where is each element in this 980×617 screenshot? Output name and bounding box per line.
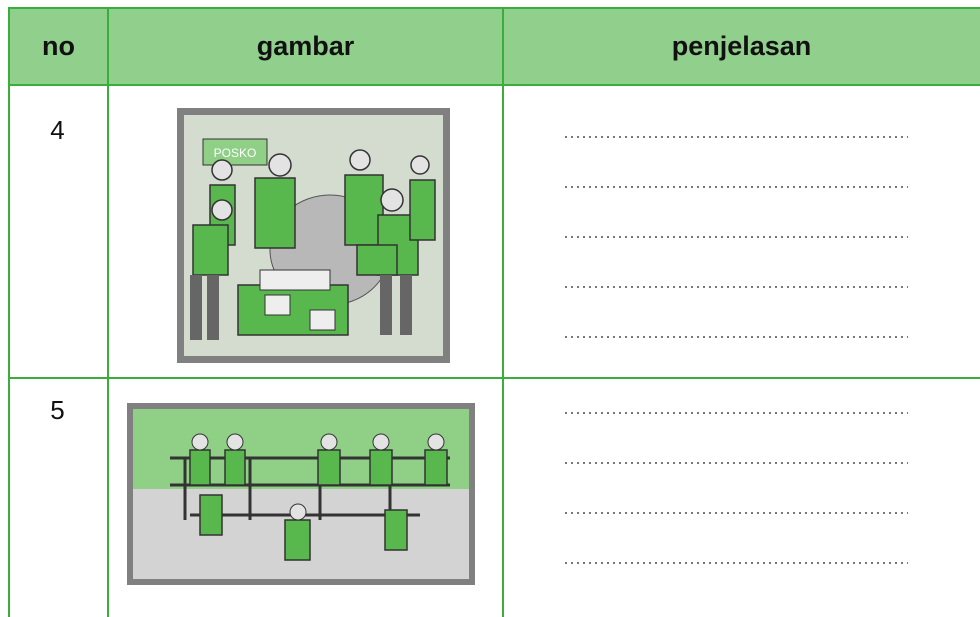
row-number: 4 xyxy=(50,115,65,145)
sign-label: POSKO xyxy=(214,146,257,160)
header-row xyxy=(8,8,980,85)
illustration-posko: POSKO xyxy=(177,108,450,363)
answer-lines xyxy=(565,136,908,564)
header-gambar: gambar xyxy=(256,31,355,61)
illustration-bridge xyxy=(127,403,475,585)
table-borders xyxy=(8,7,980,617)
header-penjelasan: penjelasan xyxy=(671,31,812,61)
header-no: no xyxy=(42,31,75,61)
row-number: 5 xyxy=(50,395,65,425)
